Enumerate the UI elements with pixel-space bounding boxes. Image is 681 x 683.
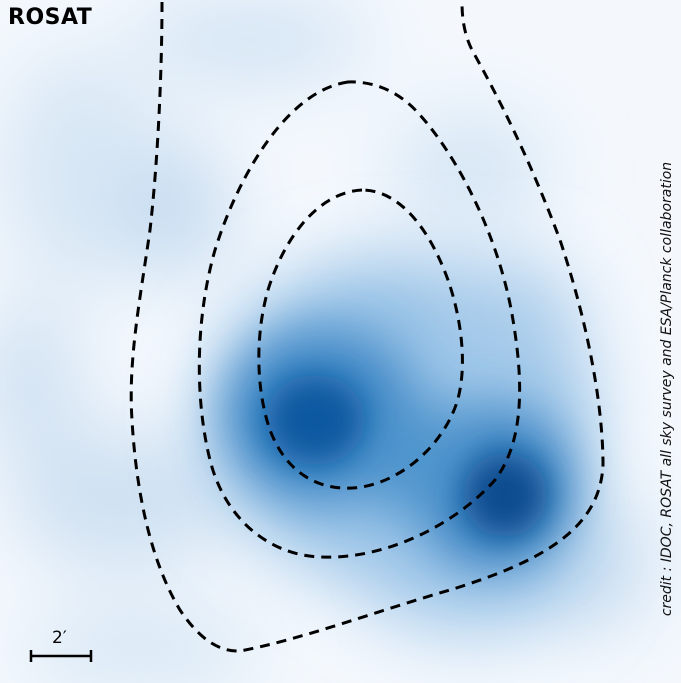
cluster-emission-peaks <box>265 375 547 537</box>
scale-bar-label: 2′ <box>52 628 67 648</box>
contour-inner <box>257 188 464 490</box>
planck-contours <box>129 0 605 653</box>
contour-outer <box>129 0 605 653</box>
scale-bar <box>29 650 93 662</box>
credit-container: credit : IDOC, ROSAT all sky survey and … <box>655 105 679 673</box>
instrument-label: ROSAT <box>8 5 93 30</box>
contour-middle <box>197 80 522 559</box>
credit-text: credit : IDOC, ROSAT all sky survey and … <box>659 161 675 617</box>
